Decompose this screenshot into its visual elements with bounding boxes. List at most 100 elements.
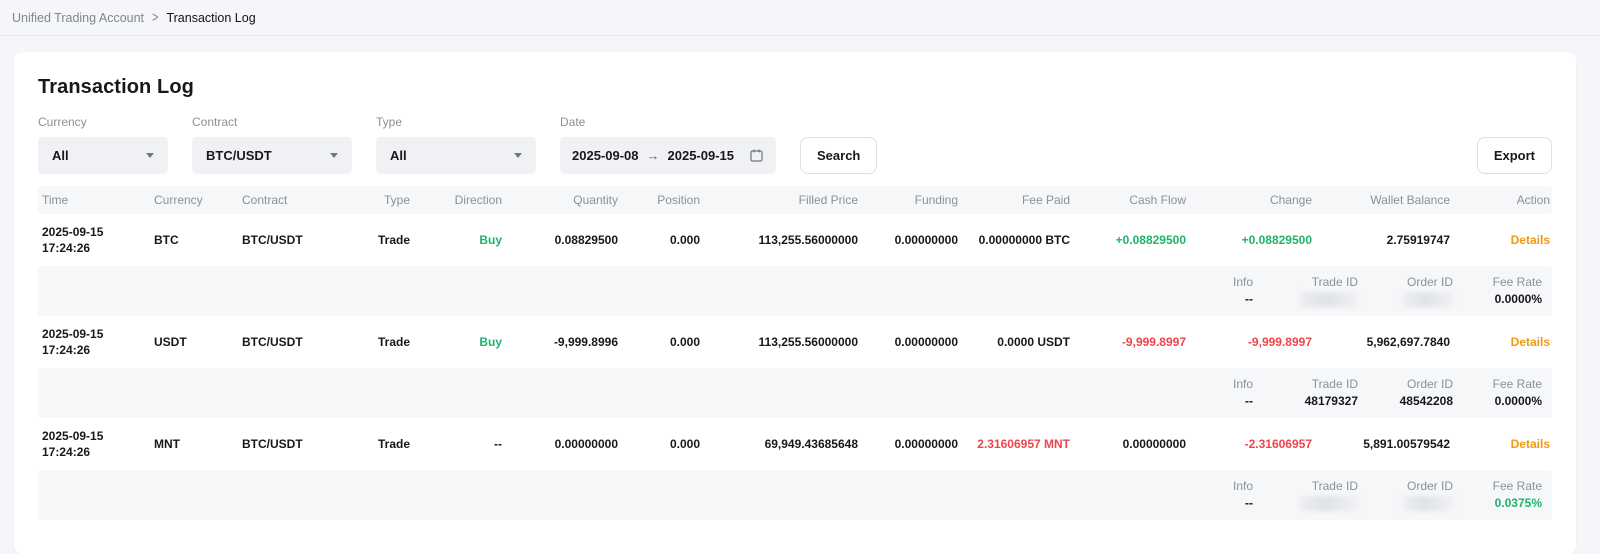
currency-filter: Currency All [38, 115, 168, 174]
detail-cell-trade-id: Trade ID [1253, 275, 1358, 307]
cell-cash-flow: 0.00000000 [1122, 437, 1186, 451]
cell-contract: BTC/USDT [242, 335, 303, 349]
currency-select[interactable]: All [38, 137, 168, 174]
type-filter-label: Type [376, 115, 403, 129]
column-header-action: Action [1516, 193, 1550, 207]
transaction-detail-row: Info -- Trade ID Order ID Fee Rate 0.0375% [38, 470, 1552, 520]
redacted-order-id [1403, 291, 1453, 307]
detail-cell-info: Info -- [1183, 377, 1253, 409]
cell-quantity: -9,999.8996 [553, 335, 618, 349]
detail-value-order-id: 48542208 [1399, 394, 1453, 408]
breadcrumb-current: Transaction Log [166, 10, 256, 25]
detail-label-info: Info [1232, 275, 1253, 289]
chevron-down-icon [146, 153, 154, 158]
transaction-detail-row: Info -- Trade ID 48179327 Order ID 48542208 Fe… [38, 368, 1552, 418]
chevron-down-icon [514, 153, 522, 158]
breadcrumb: Unified Trading Account > Transaction Lo… [0, 0, 1600, 36]
cell-time: 2025-09-15 17:24:26 [38, 326, 150, 358]
type-filter: Type All [376, 115, 536, 174]
transaction-row: 2025-09-15 17:24:26 BTC BTC/USDT Trade Buy 0.0… [38, 214, 1552, 266]
cell-direction: -- [494, 437, 502, 451]
detail-value-info: -- [1245, 292, 1253, 306]
cell-position: 0.000 [669, 437, 700, 451]
column-header-position: Position [657, 193, 700, 207]
cell-filled-price: 69,949.43685648 [764, 437, 858, 451]
column-header-direction: Direction [454, 193, 502, 207]
cell-wallet-balance: 2.75919747 [1386, 233, 1450, 247]
table-header-row: Time Currency Contract Type Direction Quantit… [38, 186, 1552, 214]
detail-label-info: Info [1232, 377, 1253, 391]
breadcrumb-parent-link[interactable]: Unified Trading Account [12, 10, 145, 25]
cell-contract: BTC/USDT [242, 233, 303, 247]
filter-bar: Currency All Contract BTC/USDT Type All … [38, 115, 1552, 174]
detail-cell-trade-id: Trade ID [1253, 478, 1358, 511]
details-link[interactable]: Details [1510, 233, 1550, 247]
time-clock: 17:24:26 [42, 445, 91, 459]
chevron-down-icon [330, 153, 338, 158]
time-clock: 17:24:26 [42, 241, 91, 255]
column-header-cash-flow: Cash Flow [1129, 193, 1186, 207]
detail-label-order-id: Order ID [1406, 478, 1453, 493]
column-header-time: Time [42, 193, 69, 207]
cell-position: 0.000 [669, 335, 700, 349]
cell-currency: USDT [154, 335, 187, 349]
cell-fee-paid: 2.31606957 MNT [977, 437, 1070, 451]
redacted-order-id [1403, 495, 1453, 511]
page-title: Transaction Log [38, 76, 194, 98]
transaction-log-card: Transaction Log Currency All Contract BT… [14, 52, 1576, 554]
cell-quantity: 0.08829500 [554, 233, 618, 247]
detail-cell-fee-rate: Fee Rate 0.0000% [1453, 377, 1552, 409]
cell-time: 2025-09-15 17:24:26 [38, 224, 150, 256]
transaction-row: 2025-09-15 17:24:26 USDT BTC/USDT Trade Buy -9… [38, 316, 1552, 368]
cell-cash-flow: +0.08829500 [1115, 233, 1186, 247]
search-button[interactable]: Search [800, 137, 878, 174]
date-end-value: 2025-09-15 [667, 148, 735, 163]
column-header-filled-price: Filled Price [798, 193, 858, 207]
column-header-funding: Funding [914, 193, 958, 207]
details-link[interactable]: Details [1510, 335, 1550, 349]
detail-cell-fee-rate: Fee Rate 0.0375% [1453, 480, 1552, 511]
currency-select-value: All [52, 148, 69, 163]
contract-select[interactable]: BTC/USDT [192, 137, 352, 174]
type-select[interactable]: All [376, 137, 536, 174]
column-header-currency: Currency [154, 193, 203, 207]
date-start-value: 2025-09-08 [572, 148, 639, 163]
contract-filter-label: Contract [192, 115, 238, 129]
cell-fee-paid: 0.0000 USDT [997, 335, 1070, 349]
detail-label-trade-id: Trade ID [1311, 478, 1358, 493]
detail-label-order-id: Order ID [1406, 377, 1453, 391]
calendar-icon [749, 148, 764, 163]
detail-value-info: -- [1245, 496, 1253, 510]
detail-label-fee-rate: Fee Rate [1492, 377, 1542, 391]
transaction-detail-row: Info -- Trade ID Order ID Fee Rate 0.0000% [38, 266, 1552, 316]
time-clock: 17:24:26 [42, 343, 91, 357]
table-body: 2025-09-15 17:24:26 BTC BTC/USDT Trade Buy 0.0… [38, 214, 1552, 520]
cell-action: Details [1454, 334, 1554, 350]
transaction-row: 2025-09-15 17:24:26 MNT BTC/USDT Trade -- 0.00… [38, 418, 1552, 470]
cell-currency: BTC [154, 233, 179, 247]
detail-label-trade-id: Trade ID [1311, 377, 1358, 391]
cell-wallet-balance: 5,962,697.7840 [1366, 335, 1450, 349]
time-date: 2025-09-15 [42, 225, 104, 239]
detail-label-info: Info [1232, 479, 1253, 493]
cell-wallet-balance: 5,891.00579542 [1363, 437, 1450, 451]
column-header-contract: Contract [242, 193, 288, 207]
cell-direction: Buy [479, 233, 502, 247]
details-link[interactable]: Details [1510, 437, 1550, 451]
export-button[interactable]: Export [1476, 137, 1552, 174]
cell-fee-paid: 0.00000000 BTC [978, 233, 1070, 247]
detail-value-trade-id: 48179327 [1304, 394, 1358, 408]
column-header-quantity: Quantity [573, 193, 618, 207]
redacted-trade-id [1300, 291, 1358, 307]
detail-cell-info: Info -- [1183, 479, 1253, 511]
cell-contract: BTC/USDT [242, 437, 303, 451]
type-select-value: All [390, 148, 407, 163]
cell-action: Details [1454, 232, 1554, 248]
column-header-fee-paid: Fee Paid [1021, 193, 1070, 207]
date-range-picker[interactable]: 2025-09-08 → 2025-09-15 [560, 137, 776, 174]
cell-funding: 0.00000000 [894, 437, 958, 451]
cell-action: Details [1454, 436, 1554, 452]
cell-type: Trade [377, 437, 410, 451]
cell-change: +0.08829500 [1241, 233, 1312, 247]
cell-funding: 0.00000000 [894, 233, 958, 247]
